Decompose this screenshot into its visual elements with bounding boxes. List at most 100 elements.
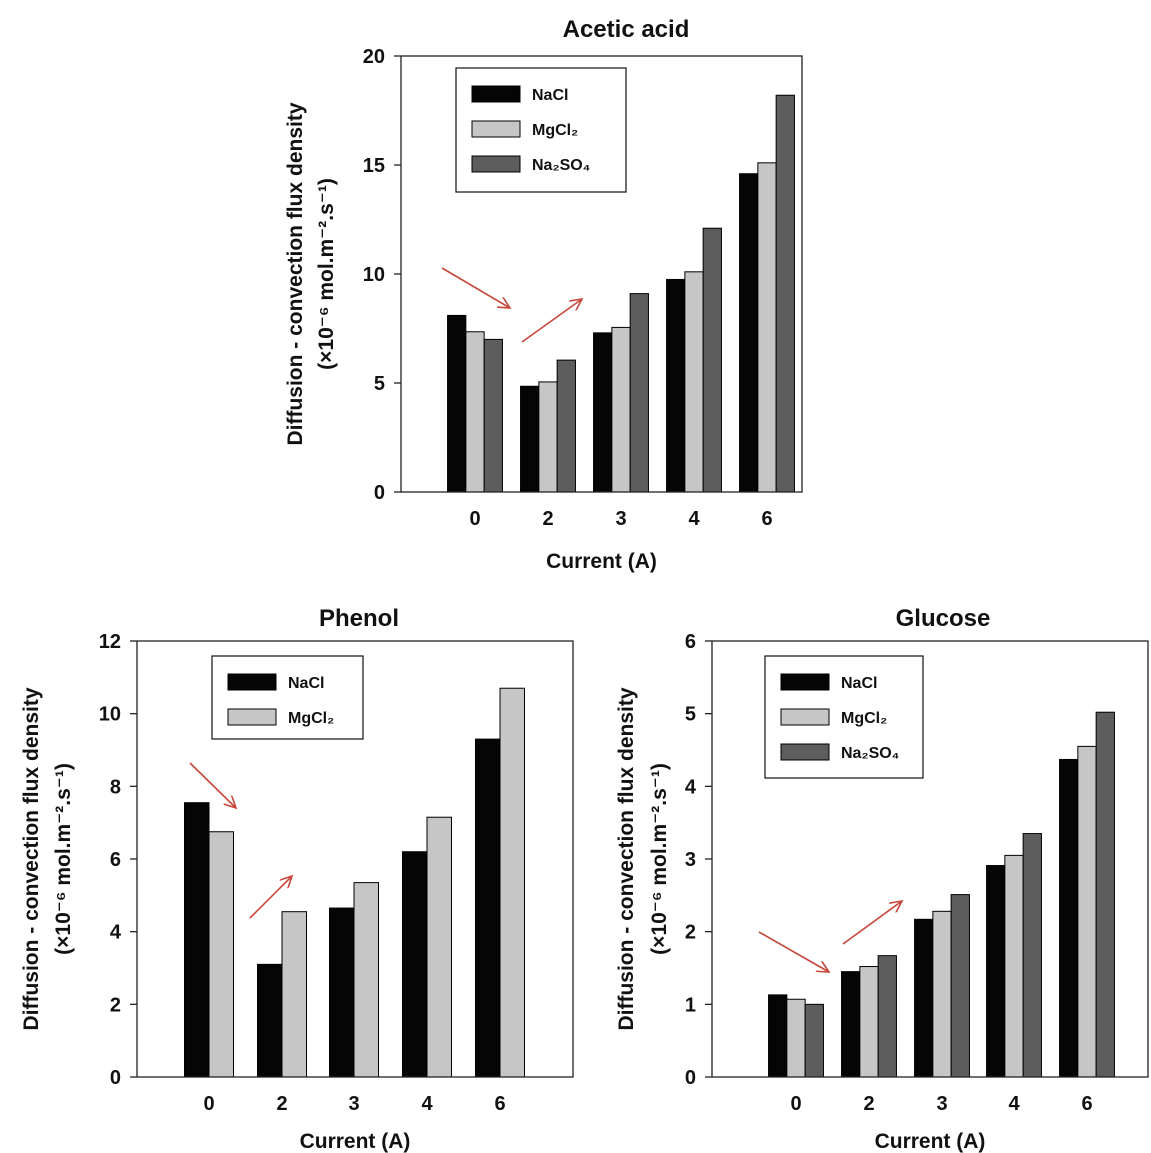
bar-mgcl2-3 <box>932 910 952 1078</box>
x-tick-label: 3 <box>936 1093 947 1115</box>
bar-mgcl2-6 <box>1077 745 1097 1078</box>
x-tick-label: 3 <box>615 508 626 530</box>
y-axis-title: Diffusion - convection flux density <box>20 687 43 1030</box>
y-tick-label: 6 <box>685 631 696 653</box>
x-axis-title: Current (A) <box>546 550 657 573</box>
y-tick-label: 5 <box>685 704 696 726</box>
legend-box <box>764 655 924 779</box>
bar-nacl-3 <box>914 918 934 1078</box>
y-tick-label: 15 <box>363 155 385 177</box>
bar-nacl-6 <box>739 173 759 493</box>
bar-nacl-2 <box>841 971 861 1078</box>
y-tick-label: 10 <box>99 704 121 726</box>
y-tick-label: 4 <box>685 776 697 798</box>
y-axis-title: Diffusion - convection flux density <box>284 102 307 445</box>
y-tick-label: 10 <box>363 264 385 286</box>
bar-na2so4-6 <box>775 94 795 493</box>
bar-mgcl2-6 <box>757 162 777 493</box>
bar-na2so4-6 <box>1095 711 1115 1078</box>
y-tick-label: 2 <box>110 994 121 1016</box>
decrease-arrow <box>758 931 829 972</box>
chart-1: Phenol 0 2 4 6 8 10 12 0 2 3 4 6 Current (A) Diffusion… <box>20 605 574 1153</box>
bar-mgcl2-2 <box>538 381 558 493</box>
x-tick-label: 4 <box>1008 1093 1020 1115</box>
chart-title: Acetic acid <box>563 16 690 43</box>
bar-nacl-4 <box>402 851 428 1078</box>
x-tick-label: 0 <box>469 508 480 530</box>
legend-swatch-mgcl2 <box>227 708 277 726</box>
y-tick-label: 0 <box>374 482 385 504</box>
legend-swatch-na2so4 <box>780 743 830 761</box>
x-tick-label: 0 <box>790 1093 801 1115</box>
bar-nacl-4 <box>986 865 1006 1078</box>
legend-box <box>455 67 627 193</box>
x-axis-title: Current (A) <box>875 1130 986 1153</box>
x-tick-label: 6 <box>761 508 772 530</box>
legend: NaCl MgCl₂ Na₂SO₄ <box>455 67 627 193</box>
increase-arrow <box>249 876 292 919</box>
y-tick-label: 3 <box>685 849 696 871</box>
bar-na2so4-3 <box>629 293 649 493</box>
legend-label: MgCl₂ <box>532 122 578 139</box>
legend-label: NaCl <box>288 675 324 692</box>
legend-swatch-nacl <box>471 85 521 103</box>
x-tick-label: 2 <box>863 1093 874 1115</box>
bar-na2so4-0 <box>483 338 503 493</box>
y-axis-unit: (×10⁻⁶ mol.m⁻².s⁻¹) <box>315 178 338 370</box>
bar-mgcl2-4 <box>1004 854 1024 1078</box>
bar-nacl-6 <box>475 738 501 1078</box>
legend-label: Na₂SO₄ <box>841 745 899 762</box>
bar-nacl-2 <box>520 385 540 493</box>
bar-nacl-0 <box>447 314 467 493</box>
x-tick-label: 0 <box>203 1093 214 1115</box>
bar-na2so4-3 <box>950 894 970 1078</box>
bar-mgcl2-0 <box>786 998 806 1078</box>
bar-mgcl2-6 <box>499 687 525 1078</box>
legend-label: Na₂SO₄ <box>532 157 590 174</box>
bar-mgcl2-4 <box>426 816 452 1078</box>
y-tick-label: 6 <box>110 849 121 871</box>
decrease-arrow <box>189 762 236 808</box>
bar-mgcl2-4 <box>684 271 704 493</box>
y-axis-title: Diffusion - convection flux density <box>615 687 638 1030</box>
decrease-arrow <box>441 267 510 308</box>
bar-mgcl2-3 <box>353 882 379 1078</box>
chart-2: Glucose 0 1 2 3 4 5 6 0 2 3 4 6 Current (A) Diffusion … <box>615 605 1149 1153</box>
legend-box <box>211 655 364 740</box>
chart-title: Phenol <box>319 605 399 632</box>
bar-nacl-3 <box>593 332 613 493</box>
legend-label: MgCl₂ <box>288 710 334 727</box>
legend-swatch-nacl <box>780 673 830 691</box>
bar-mgcl2-0 <box>208 831 234 1078</box>
bar-na2so4-2 <box>556 359 576 493</box>
x-tick-label: 6 <box>494 1093 505 1115</box>
y-tick-label: 2 <box>685 922 696 944</box>
legend: NaCl MgCl₂ <box>211 655 364 740</box>
legend-label: NaCl <box>532 87 568 104</box>
y-tick-label: 12 <box>99 631 121 653</box>
y-axis-unit: (×10⁻⁶ mol.m⁻².s⁻¹) <box>52 763 75 955</box>
y-tick-label: 4 <box>110 922 122 944</box>
bar-nacl-0 <box>768 994 788 1078</box>
chart-0: Acetic acid 0 5 10 15 20 0 2 3 4 6 Current (A) Diffu… <box>284 16 803 573</box>
x-tick-label: 4 <box>688 508 700 530</box>
x-tick-label: 4 <box>421 1093 433 1115</box>
bar-na2so4-4 <box>1022 833 1042 1078</box>
bar-nacl-4 <box>666 278 686 493</box>
bar-mgcl2-3 <box>611 326 631 493</box>
bar-na2so4-2 <box>877 955 897 1078</box>
legend-label: MgCl₂ <box>841 710 887 727</box>
bar-mgcl2-2 <box>281 911 307 1078</box>
y-tick-label: 8 <box>110 776 121 798</box>
y-tick-label: 20 <box>363 46 385 68</box>
increase-arrow <box>842 901 902 945</box>
increase-arrow <box>521 299 582 343</box>
y-tick-label: 0 <box>685 1067 696 1089</box>
bar-nacl-3 <box>329 907 355 1078</box>
bar-nacl-2 <box>257 963 283 1078</box>
legend-swatch-mgcl2 <box>471 120 521 138</box>
bar-mgcl2-2 <box>859 966 879 1078</box>
legend-swatch-mgcl2 <box>780 708 830 726</box>
bar-nacl-6 <box>1059 758 1079 1078</box>
